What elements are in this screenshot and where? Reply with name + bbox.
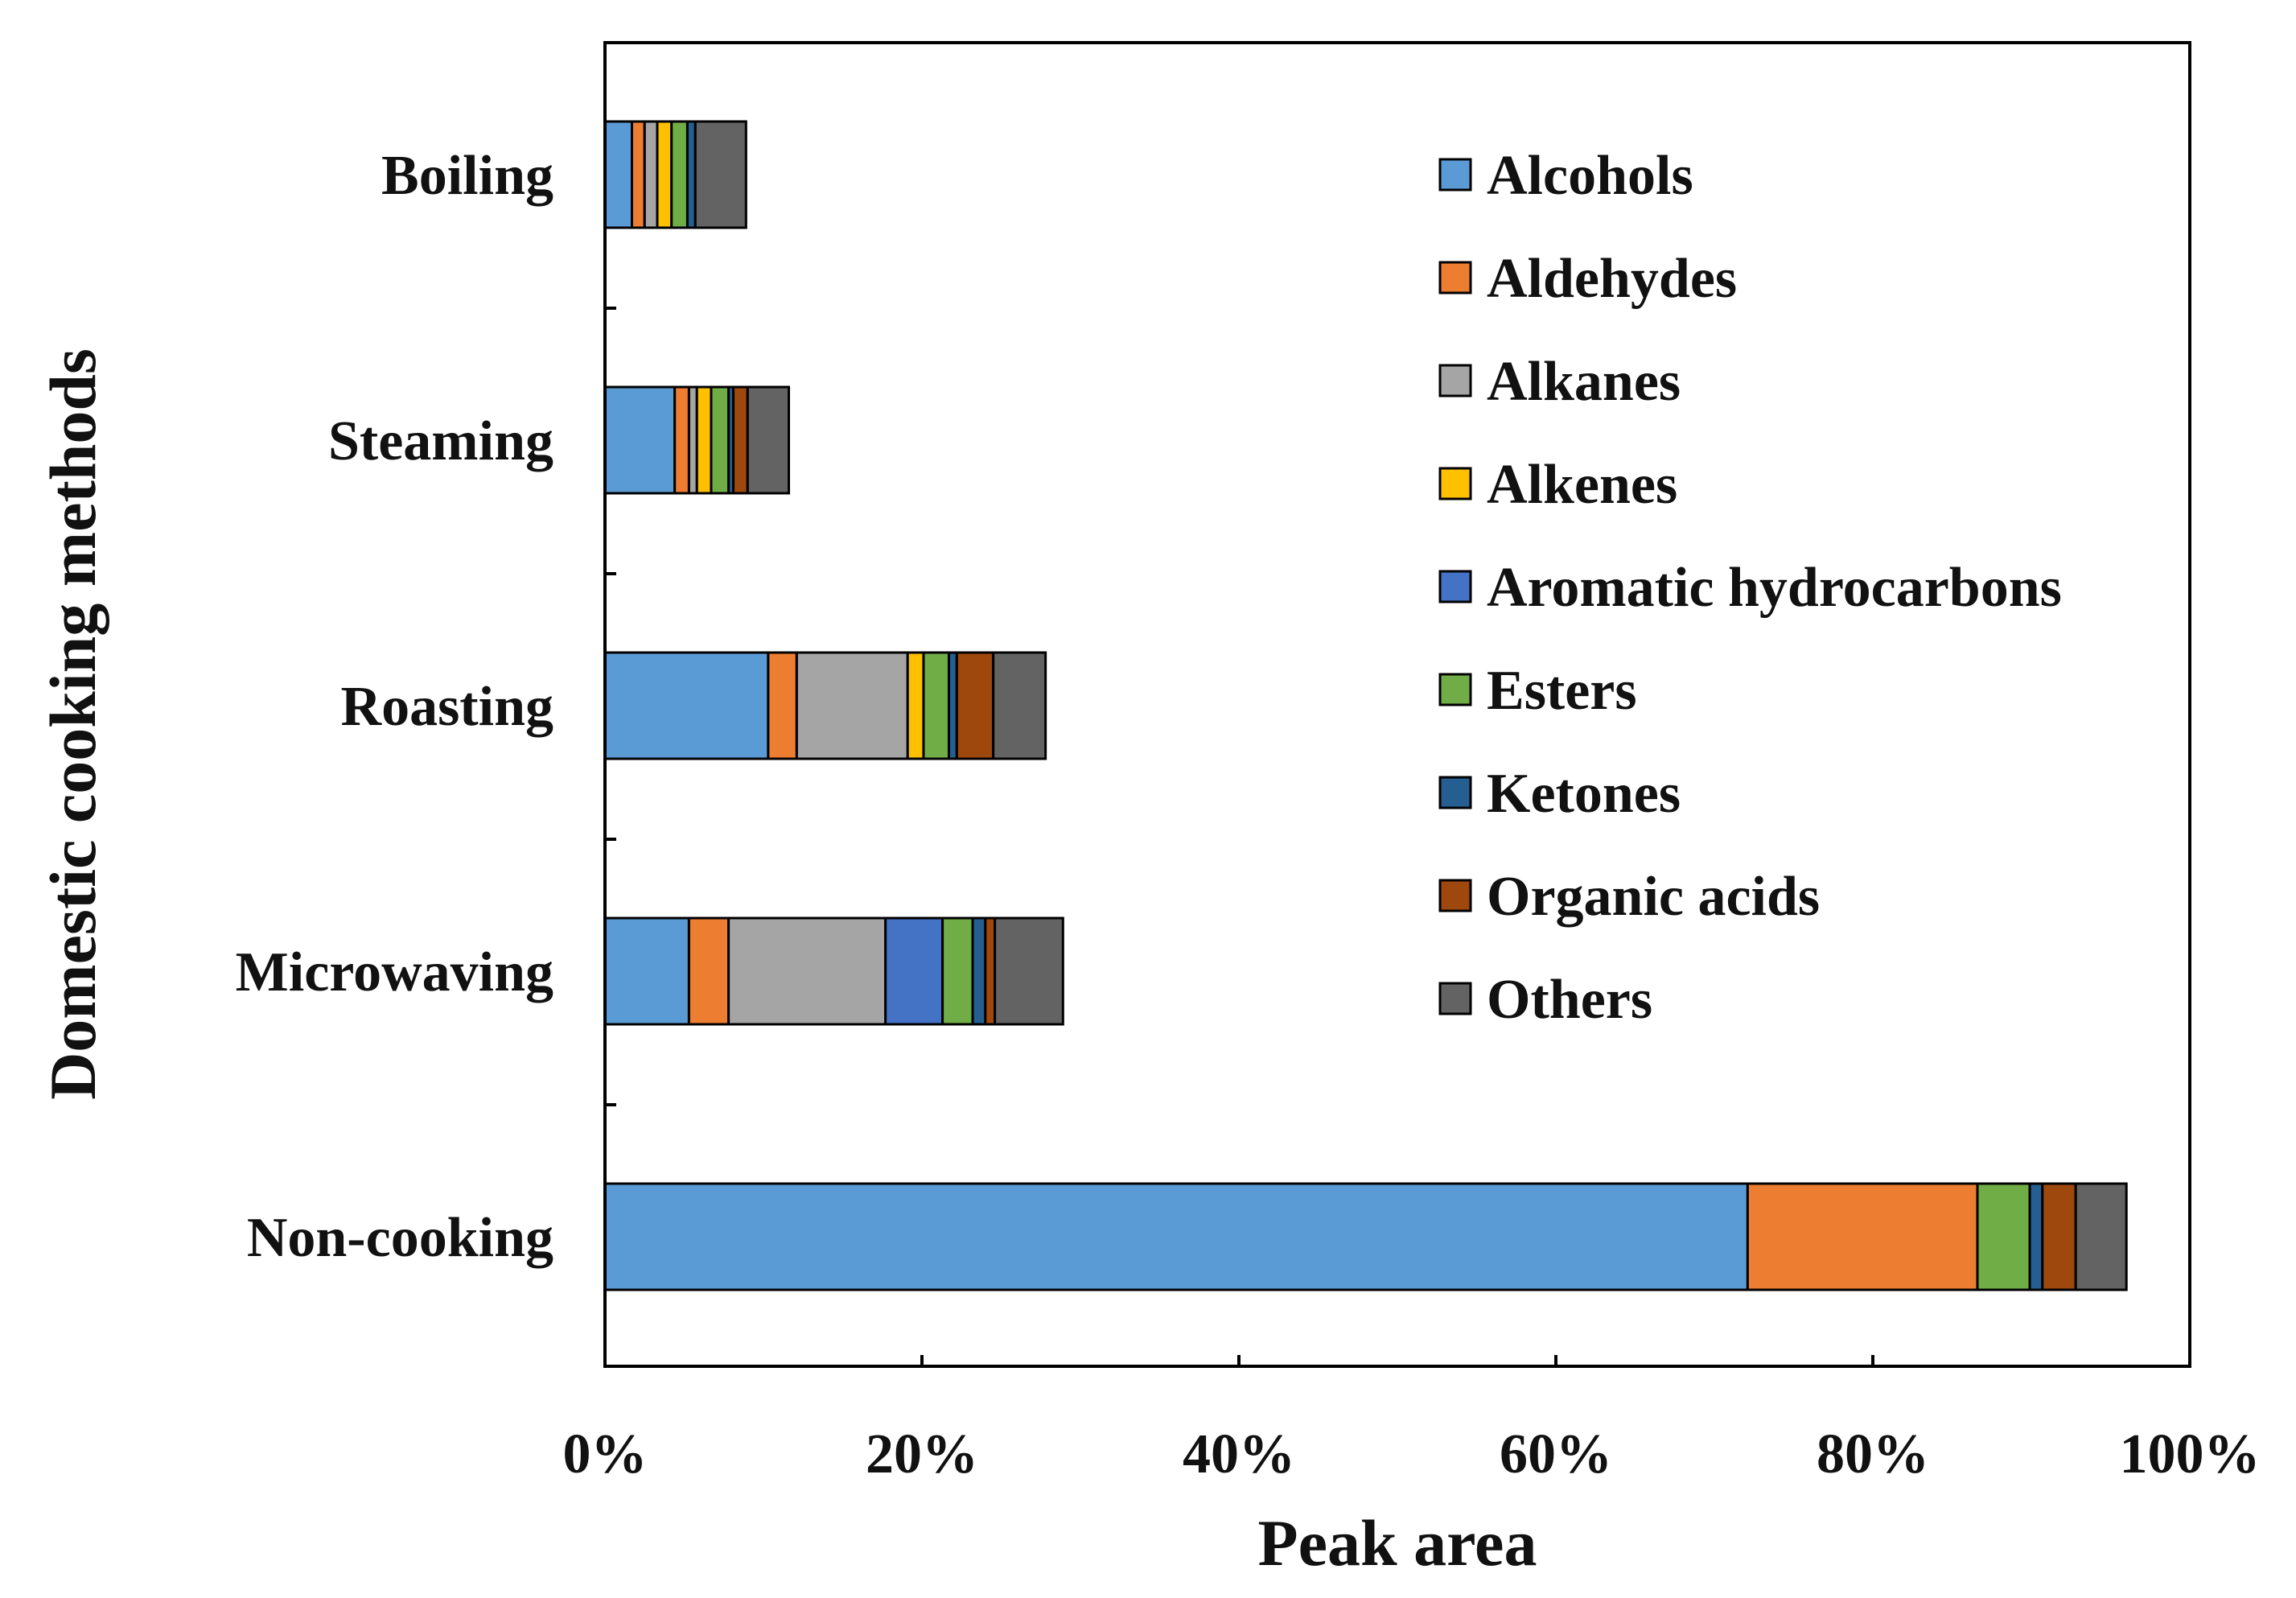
- bars-layer: [603, 120, 2128, 1291]
- bar-segment-roasting-alkenes: [906, 651, 925, 760]
- legend-swatch-alkanes: [1438, 364, 1472, 397]
- plot-area-frame: [603, 41, 2191, 1368]
- legend-label-organic-acids: Organic acids: [1487, 866, 1820, 928]
- legend-label-aromatic-hydrocarbons: Aromatic hydrocarbons: [1487, 557, 2062, 619]
- x-tick-label: 60%: [1500, 1423, 1612, 1485]
- bar-segment-steaming-esters: [710, 385, 730, 495]
- legend-label-alcohols: Alcohols: [1487, 145, 1693, 207]
- bar-segment-non-cooking-aldehydes: [1746, 1182, 1979, 1291]
- y-axis: Boiling Steaming Roasting Microwaving Non-co…: [236, 41, 616, 1368]
- category-label: Non-cooking: [247, 1207, 553, 1269]
- bar-segment-microwaving-organic-acids: [984, 916, 997, 1026]
- bar-segment-non-cooking-esters: [1976, 1182, 2031, 1291]
- bar-segment-roasting-others: [992, 651, 1047, 760]
- bar-segment-roasting-organic-acids: [955, 651, 995, 760]
- legend-swatch-aldehydes: [1438, 261, 1472, 294]
- bar-segment-roasting-esters: [922, 651, 950, 760]
- bar-segment-microwaving-alcohols: [603, 916, 690, 1026]
- legend: Alcohols Aldehydes Alkanes Alkenes Aromatic …: [1438, 145, 2062, 1031]
- x-axis: 0% 20% 40% 60% 80% 100%: [563, 1355, 2261, 1485]
- bar-segment-roasting-alcohols: [603, 651, 770, 760]
- bar-segment-non-cooking-alcohols: [603, 1182, 1749, 1291]
- legend-label-ketones: Ketones: [1487, 763, 1681, 825]
- bar-segment-non-cooking-others: [2074, 1182, 2128, 1291]
- legend-label-others: Others: [1487, 969, 1652, 1031]
- legend-swatch-aromatic-hydrocarbons: [1438, 570, 1472, 603]
- legend-label-alkanes: Alkanes: [1487, 351, 1681, 413]
- bar-segment-boiling-aldehydes: [630, 120, 646, 229]
- bar-segment-steaming-aldehydes: [673, 385, 690, 495]
- bar-segment-microwaving-esters: [941, 916, 974, 1026]
- bar-segment-microwaving-aldehydes: [687, 916, 730, 1026]
- bar-segment-non-cooking-ketones: [2028, 1182, 2044, 1291]
- x-tick-label: 0%: [563, 1423, 648, 1485]
- bar-segment-boiling-esters: [670, 120, 689, 229]
- legend-swatch-alcohols: [1438, 158, 1472, 192]
- bar-segment-boiling-alkenes: [656, 120, 673, 229]
- bar-segment-roasting-aldehydes: [767, 651, 798, 760]
- y-axis-title: Domestic cooking methods: [36, 348, 109, 1100]
- bar-segment-microwaving-others: [994, 916, 1064, 1026]
- x-tick-label: 20%: [866, 1423, 978, 1485]
- bar-segment-non-cooking-organic-acids: [2041, 1182, 2077, 1291]
- category-label: Roasting: [341, 676, 553, 738]
- x-tick-label: 40%: [1183, 1423, 1295, 1485]
- bar-segment-steaming-organic-acids: [732, 385, 749, 495]
- bar-segment-boiling-alcohols: [603, 120, 633, 229]
- bar-segment-microwaving-alkanes: [727, 916, 887, 1026]
- category-label: Microwaving: [236, 941, 553, 1003]
- legend-label-aldehydes: Aldehydes: [1487, 248, 1737, 310]
- x-tick-label: 100%: [2120, 1423, 2261, 1485]
- bar-segment-microwaving-aromatic-hydrocarbons: [884, 916, 944, 1026]
- bar-segment-steaming-alkenes: [695, 385, 713, 495]
- bar-segment-boiling-alkanes: [643, 120, 659, 229]
- legend-swatch-esters: [1438, 673, 1472, 706]
- legend-swatch-ketones: [1438, 776, 1472, 809]
- x-tick-label: 80%: [1817, 1423, 1929, 1485]
- legend-swatch-organic-acids: [1438, 879, 1472, 912]
- x-axis-title: Peak area: [1258, 1506, 1537, 1579]
- bar-segment-steaming-alcohols: [603, 385, 677, 495]
- bar-segment-steaming-others: [746, 385, 791, 495]
- bar-segment-roasting-alkanes: [795, 651, 909, 760]
- category-label: Steaming: [328, 410, 553, 472]
- category-label: Boiling: [381, 145, 553, 207]
- bar-segment-microwaving-ketones: [971, 916, 987, 1026]
- legend-swatch-alkenes: [1438, 467, 1472, 500]
- legend-label-alkenes: Alkenes: [1487, 454, 1677, 516]
- legend-label-esters: Esters: [1487, 660, 1637, 722]
- legend-swatch-others: [1438, 982, 1472, 1015]
- bar-segment-boiling-others: [693, 120, 747, 229]
